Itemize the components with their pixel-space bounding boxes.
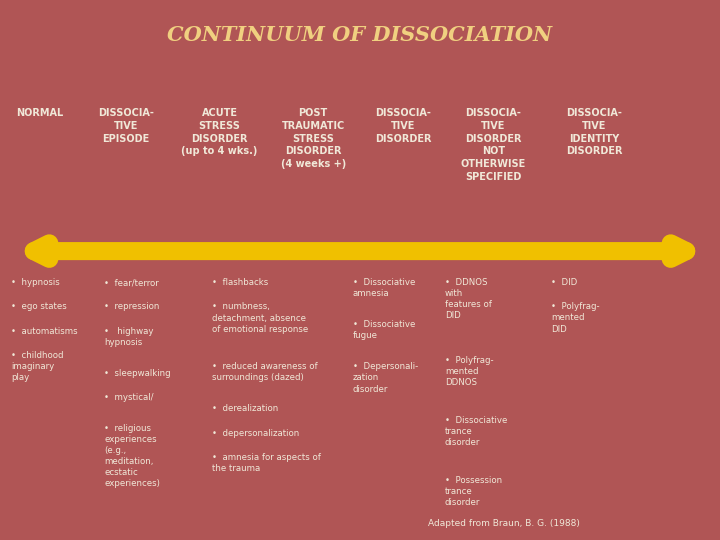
Text: •  reduced awareness of
surroundings (dazed): • reduced awareness of surroundings (daz…	[212, 362, 318, 382]
Text: •  Dissociative
trance
disorder: • Dissociative trance disorder	[445, 416, 508, 447]
Text: DISSOCIA-
TIVE
DISORDER
NOT
OTHERWISE
SPECIFIED: DISSOCIA- TIVE DISORDER NOT OTHERWISE SP…	[461, 108, 526, 182]
Text: •  DID: • DID	[551, 278, 577, 287]
Text: •  hypnosis: • hypnosis	[11, 278, 60, 287]
Text: •  depersonalization: • depersonalization	[212, 429, 300, 438]
Text: •  Depersonali-
zation
disorder: • Depersonali- zation disorder	[353, 362, 418, 394]
Text: •  Polyfrag-
mented
DID: • Polyfrag- mented DID	[551, 302, 600, 334]
Text: POST
TRAUMATIC
STRESS
DISORDER
(4 weeks +): POST TRAUMATIC STRESS DISORDER (4 weeks …	[281, 108, 346, 169]
Text: DISSOCIA-
TIVE
EPISODE: DISSOCIA- TIVE EPISODE	[98, 108, 154, 144]
Text: •  sleepwalking: • sleepwalking	[104, 369, 171, 378]
Text: •   highway
hypnosis: • highway hypnosis	[104, 327, 154, 347]
Text: DISSOCIA-
TIVE
DISORDER: DISSOCIA- TIVE DISORDER	[375, 108, 431, 144]
Text: •  Dissociative
amnesia: • Dissociative amnesia	[353, 278, 415, 298]
Text: NORMAL: NORMAL	[16, 108, 63, 118]
Text: •  Possession
trance
disorder: • Possession trance disorder	[445, 476, 502, 507]
Text: DISSOCIA-
TIVE
IDENTITY
DISORDER: DISSOCIA- TIVE IDENTITY DISORDER	[566, 108, 622, 157]
FancyArrowPatch shape	[34, 244, 686, 259]
Text: •  flashbacks: • flashbacks	[212, 278, 269, 287]
Text: •  childhood
imaginary
play: • childhood imaginary play	[11, 351, 63, 382]
Text: •  mystical/: • mystical/	[104, 393, 154, 402]
Text: CONTINUUM OF DISSOCIATION: CONTINUUM OF DISSOCIATION	[168, 25, 552, 45]
Text: •  amnesia for aspects of
the trauma: • amnesia for aspects of the trauma	[212, 453, 321, 473]
Text: •  Polyfrag-
mented
DDNOS: • Polyfrag- mented DDNOS	[445, 356, 494, 387]
Text: •  Dissociative
fugue: • Dissociative fugue	[353, 320, 415, 340]
Text: •  numbness,
detachment, absence
of emotional response: • numbness, detachment, absence of emoti…	[212, 302, 309, 334]
Text: •  derealization: • derealization	[212, 404, 279, 414]
Text: Adapted from Braun, B. G. (1988): Adapted from Braun, B. G. (1988)	[428, 519, 580, 528]
Text: •  DDNOS
with
features of
DID: • DDNOS with features of DID	[445, 278, 492, 320]
Text: •  repression: • repression	[104, 302, 160, 312]
Text: ACUTE
STRESS
DISORDER
(up to 4 wks.): ACUTE STRESS DISORDER (up to 4 wks.)	[181, 108, 258, 157]
Text: •  fear/terror: • fear/terror	[104, 278, 159, 287]
Text: •  ego states: • ego states	[11, 302, 66, 312]
Text: •  automatisms: • automatisms	[11, 327, 78, 336]
Text: •  religious
experiences
(e.g.,
meditation,
ecstatic
experiences): • religious experiences (e.g., meditatio…	[104, 424, 161, 488]
